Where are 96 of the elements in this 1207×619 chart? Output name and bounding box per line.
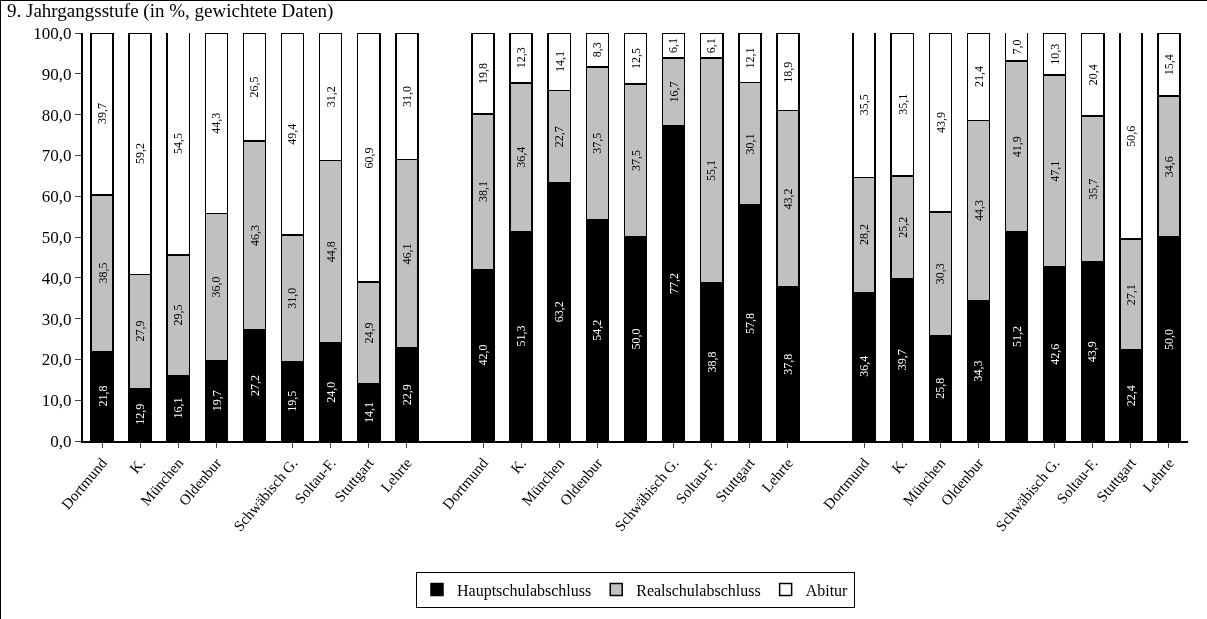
data-label: 19,8	[476, 62, 491, 84]
y-tick-label: 10,0	[41, 391, 72, 411]
data-label: 35,1	[895, 93, 910, 115]
data-label: 8,3	[590, 42, 605, 58]
y-tick-label: 30,0	[41, 309, 72, 329]
data-label: 39,7	[895, 349, 910, 371]
data-label: 37,5	[590, 132, 605, 154]
legend-label: Hauptschulabschluss	[457, 581, 592, 600]
data-label: 47,1	[1047, 160, 1062, 182]
data-label: 12,5	[629, 48, 643, 69]
data-label: 49,4	[285, 123, 300, 145]
data-label: 22,4	[1123, 385, 1138, 407]
data-label: 55,1	[704, 160, 719, 181]
data-label: 34,6	[1161, 156, 1176, 178]
data-label: 25,8	[932, 377, 947, 399]
data-label: 77,2	[667, 273, 682, 295]
data-label: 51,3	[513, 325, 528, 347]
data-label: 38,1	[476, 181, 491, 203]
data-label: 28,2	[857, 224, 872, 246]
data-label: 44,3	[971, 200, 986, 222]
data-label: 19,7	[209, 390, 224, 412]
data-label: 30,1	[743, 133, 758, 155]
data-label: 42,0	[475, 344, 490, 366]
data-label: 31,0	[285, 287, 300, 309]
data-label: 38,8	[704, 351, 719, 373]
y-tick-label: 80,0	[41, 105, 72, 125]
data-label: 14,1	[552, 51, 567, 73]
data-label: 7,0	[1009, 39, 1024, 55]
data-label: 27,2	[247, 374, 262, 396]
data-label: 57,8	[742, 312, 757, 334]
data-label: 43,9	[933, 111, 948, 133]
data-label: 6,1	[666, 38, 681, 54]
data-label: 50,0	[628, 328, 643, 350]
data-label: 29,5	[171, 304, 186, 326]
data-label: 46,3	[247, 225, 262, 247]
data-label: 50,0	[1161, 328, 1176, 350]
data-label: 21,8	[95, 385, 110, 407]
data-label: 20,4	[1086, 64, 1101, 86]
data-label: 54,5	[171, 133, 186, 155]
data-label: 59,2	[133, 142, 148, 164]
y-tick-label: 0,0	[50, 431, 72, 451]
data-label: 16,7	[666, 81, 681, 103]
data-label: 39,7	[95, 103, 110, 125]
y-tick-label: 50,0	[41, 227, 72, 247]
data-label: 46,1	[400, 243, 415, 265]
data-label: 36,4	[513, 146, 528, 168]
data-label: 60,9	[362, 147, 377, 169]
data-label: 12,3	[514, 47, 529, 69]
data-label: 42,6	[1047, 343, 1062, 365]
y-tick-label: 60,0	[41, 187, 72, 207]
y-tick-label: 20,0	[41, 350, 72, 370]
y-tick-label: 100,0	[33, 23, 72, 43]
data-label: 37,5	[629, 150, 643, 171]
data-label: 44,8	[323, 241, 338, 263]
data-label: 26,5	[247, 76, 262, 98]
data-label: 51,2	[1009, 326, 1024, 348]
data-label: 15,4	[1161, 54, 1176, 76]
data-label: 63,2	[552, 301, 567, 323]
data-label: 36,0	[209, 276, 224, 298]
data-label: 24,0	[323, 381, 338, 403]
data-label: 10,3	[1047, 43, 1062, 65]
data-label: 37,8	[781, 353, 796, 375]
y-tick-label: 90,0	[41, 64, 72, 84]
data-label: 34,3	[971, 360, 986, 382]
data-label: 35,7	[1085, 178, 1100, 200]
data-label: 14,1	[361, 402, 376, 424]
data-label: 36,4	[857, 355, 872, 377]
data-label: 27,9	[132, 320, 147, 342]
data-label: 31,2	[324, 86, 339, 108]
data-label: 6,1	[704, 38, 719, 54]
chart-title: 9. Jahrgangsstufe (in %, gewichtete Daten)	[7, 0, 334, 23]
data-label: 44,3	[208, 112, 223, 134]
data-label: 50,6	[1124, 125, 1139, 147]
data-label: 12,9	[133, 403, 148, 425]
data-label: 54,2	[589, 319, 604, 341]
data-label: 38,5	[95, 262, 110, 284]
data-label: 22,7	[552, 126, 567, 148]
data-label: 35,5	[857, 94, 872, 116]
data-label: 41,9	[1009, 136, 1024, 158]
data-label: 21,4	[971, 66, 986, 88]
data-label: 12,1	[743, 47, 758, 69]
data-label: 27,1	[1123, 284, 1138, 306]
legend-label: Abitur	[805, 581, 849, 599]
data-label: 18,9	[780, 61, 795, 83]
data-label: 19,5	[285, 390, 300, 412]
data-label: 43,2	[781, 188, 796, 210]
data-label: 31,0	[399, 86, 414, 108]
data-label: 30,3	[933, 263, 948, 285]
legend-label: Realschulabschluss	[636, 581, 761, 599]
data-label: 22,9	[399, 384, 414, 406]
y-tick-label: 40,0	[41, 268, 72, 288]
data-label: 25,2	[895, 216, 910, 238]
data-label: 24,9	[362, 322, 377, 344]
y-tick-label: 70,0	[41, 146, 72, 166]
data-label: 43,9	[1085, 341, 1100, 363]
data-label: 16,1	[171, 397, 186, 419]
